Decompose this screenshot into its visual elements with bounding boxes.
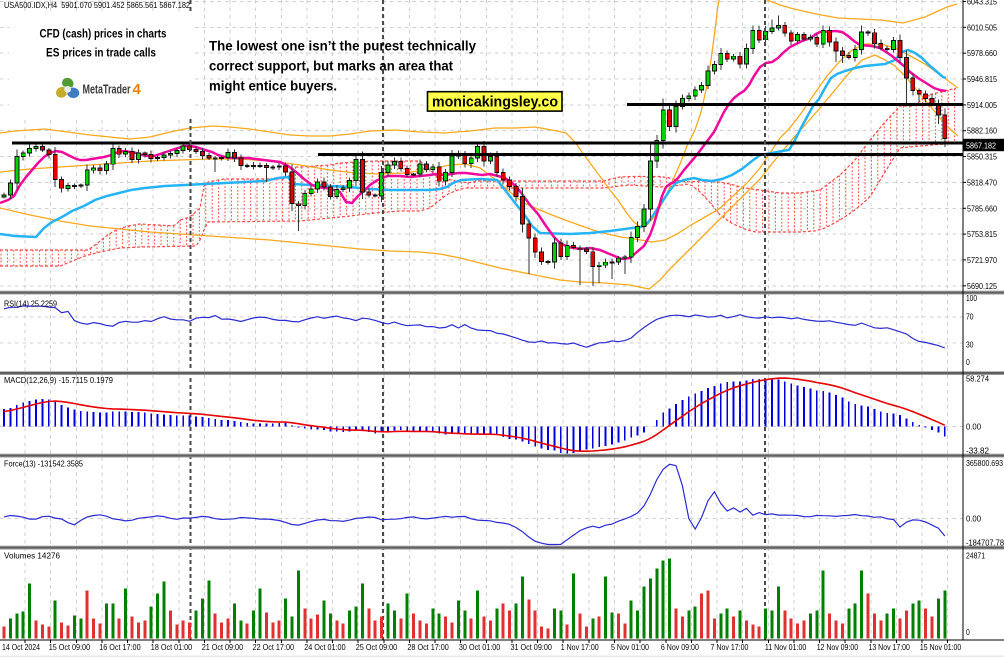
svg-text:Force(13) -131542.3585: Force(13) -131542.3585 (4, 459, 83, 469)
svg-text:5721.970: 5721.970 (967, 255, 997, 265)
svg-text:365800.693: 365800.693 (966, 458, 1003, 468)
svg-text:5690.125: 5690.125 (967, 281, 997, 291)
svg-text:5882.160: 5882.160 (967, 126, 997, 136)
svg-text:16 Oct 17:00: 16 Oct 17:00 (99, 642, 141, 652)
svg-text:30 Oct 01:00: 30 Oct 01:00 (459, 642, 501, 652)
svg-text:5850.315: 5850.315 (967, 152, 997, 162)
svg-text:-33.82: -33.82 (966, 445, 989, 455)
svg-text:monicakingsley.co: monicakingsley.co (432, 94, 558, 111)
svg-text:5978.660: 5978.660 (967, 48, 997, 58)
svg-text:-184707.78: -184707.78 (966, 538, 1004, 548)
svg-text:28 Oct 17:00: 28 Oct 17:00 (407, 642, 449, 652)
svg-text:The lowest one isn’t the pures: The lowest one isn’t the purest technica… (209, 39, 476, 54)
svg-text:MetaTrader: MetaTrader (83, 82, 131, 97)
svg-text:MACD(12,26,9) -15.7115 0.1979: MACD(12,26,9) -15.7115 0.1979 (4, 375, 113, 385)
svg-text:ES prices in trade calls: ES prices in trade calls (46, 46, 156, 60)
svg-text:100: 100 (966, 293, 977, 303)
svg-text:5914.005: 5914.005 (967, 100, 997, 110)
svg-text:12 Nov 09:00: 12 Nov 09:00 (817, 642, 859, 652)
svg-text:58.274: 58.274 (966, 374, 989, 384)
svg-text:24871: 24871 (966, 551, 985, 561)
svg-text:5818.470: 5818.470 (967, 177, 997, 187)
svg-text:1 Nov 17:00: 1 Nov 17:00 (561, 642, 599, 652)
svg-text:0.00: 0.00 (966, 514, 981, 524)
svg-text:30: 30 (966, 340, 974, 350)
svg-text:11 Nov 01:00: 11 Nov 01:00 (765, 642, 807, 652)
svg-text:USA500.IDX,H4 5901.070 5901.4: USA500.IDX,H4 5901.070 5901.452 5865.561… (4, 0, 190, 10)
svg-text:4: 4 (133, 81, 142, 98)
svg-text:31 Oct 09:00: 31 Oct 09:00 (511, 642, 553, 652)
svg-text:5785.660: 5785.660 (967, 203, 997, 213)
svg-text:22 Oct 17:00: 22 Oct 17:00 (253, 642, 295, 652)
svg-text:24 Oct 01:00: 24 Oct 01:00 (304, 642, 346, 652)
svg-text:5867.182: 5867.182 (966, 140, 996, 150)
svg-text:14 Oct 2024: 14 Oct 2024 (2, 642, 40, 652)
svg-text:7 Nov 17:00: 7 Nov 17:00 (711, 642, 749, 652)
svg-text:18 Oct 01:00: 18 Oct 01:00 (151, 642, 193, 652)
svg-text:0: 0 (966, 357, 970, 367)
svg-text:6 Nov 09:00: 6 Nov 09:00 (661, 642, 699, 652)
svg-text:5 Nov 01:00: 5 Nov 01:00 (611, 642, 649, 652)
svg-text:Volumes 14276: Volumes 14276 (4, 551, 60, 561)
svg-text:CFD (cash) prices in charts: CFD (cash) prices in charts (40, 27, 167, 41)
svg-text:13 Nov 17:00: 13 Nov 17:00 (869, 642, 911, 652)
svg-text:5753.815: 5753.815 (967, 229, 997, 239)
svg-text:21 Oct 09:00: 21 Oct 09:00 (202, 642, 244, 652)
svg-text:25 Oct 09:00: 25 Oct 09:00 (356, 642, 398, 652)
svg-text:15 Nov 01:00: 15 Nov 01:00 (920, 642, 962, 652)
svg-text:0.00: 0.00 (966, 422, 981, 432)
svg-text:might entice buyers.: might entice buyers. (209, 79, 337, 94)
svg-text:70: 70 (966, 312, 974, 322)
svg-text:0: 0 (966, 627, 970, 637)
svg-text:6010.505: 6010.505 (967, 22, 997, 32)
svg-text:15 Oct 09:00: 15 Oct 09:00 (49, 642, 91, 652)
svg-text:5946.815: 5946.815 (967, 74, 997, 84)
svg-text:RSI(14) 25.2259: RSI(14) 25.2259 (4, 299, 57, 309)
svg-text:correct support, but marks an: correct support, but marks an area that (209, 59, 453, 74)
svg-text:6043.315: 6043.315 (967, 0, 997, 7)
